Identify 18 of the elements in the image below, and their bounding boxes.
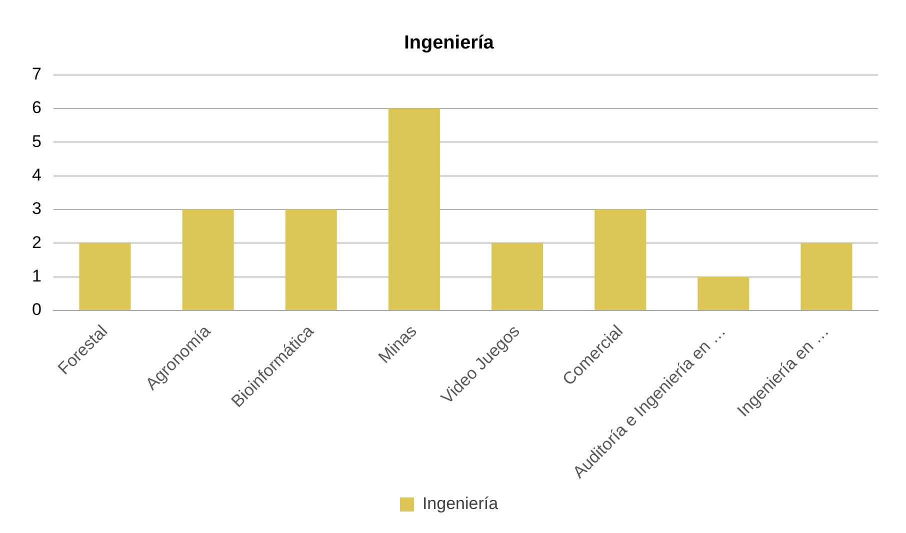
- y-tick-label: 6: [32, 98, 42, 118]
- bar: [800, 243, 852, 310]
- chart-title: Ingeniería: [404, 32, 494, 54]
- bar: [79, 243, 131, 310]
- y-tick-label: 5: [32, 132, 42, 151]
- legend-label: Ingeniería: [422, 494, 499, 514]
- bar: [491, 243, 544, 310]
- y-tick-label: 1: [32, 266, 42, 286]
- bar: [388, 108, 440, 310]
- bar: [285, 210, 337, 310]
- y-tick-label: 7: [32, 64, 42, 84]
- y-tick-label: 4: [32, 166, 42, 185]
- y-tick-label: 2: [32, 232, 42, 252]
- y-tick-label: 3: [32, 199, 42, 218]
- y-tick-label: 0: [32, 300, 42, 320]
- bar: [698, 276, 750, 310]
- bar: [594, 210, 646, 310]
- bar: [182, 210, 234, 310]
